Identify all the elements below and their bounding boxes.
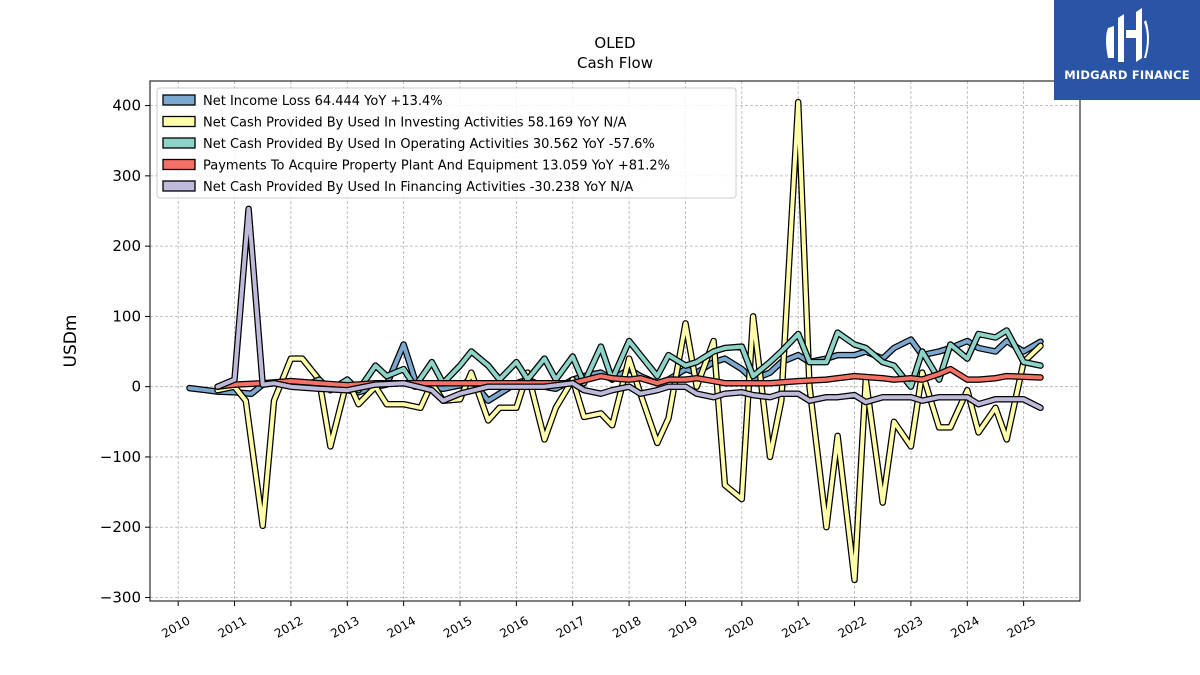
y-axis-ticks: −300 −200 −100 0 100 200 300 400: [100, 97, 150, 606]
y-tick-label: 100: [112, 307, 141, 325]
legend-swatch: [162, 158, 196, 171]
brand-name: MIDGARD FINANCE: [1064, 68, 1190, 82]
x-tick-label: 2019: [667, 613, 700, 640]
legend-box: [156, 87, 737, 199]
legend-swatch: [162, 180, 196, 192]
legend-label: Net Cash Provided By Used In Financing A…: [203, 180, 633, 195]
x-tick-label: 2021: [779, 613, 812, 640]
x-tick-label: 2017: [554, 613, 587, 640]
y-tick-label: 300: [112, 167, 141, 185]
y-tick-label: 200: [112, 237, 141, 255]
legend-swatch: [162, 115, 196, 128]
x-tick-label: 2018: [610, 613, 643, 640]
series-line: [215, 206, 1043, 410]
x-tick-label: 2012: [272, 613, 305, 640]
legend: Net Income Loss 64.444 YoY +13.4% Net Cas…: [156, 87, 737, 199]
chart-title: OLED: [594, 34, 635, 52]
legend-swatch: [162, 137, 196, 149]
y-axis-label: USDm: [61, 315, 81, 368]
legend-label: Payments To Acquire Property Plant And E…: [203, 159, 670, 174]
y-tick-label: 0: [131, 378, 141, 396]
x-tick-label: 2016: [497, 613, 530, 640]
x-tick-label: 2014: [385, 613, 418, 640]
plot-frame: [149, 80, 1081, 602]
x-tick-label: 2015: [441, 613, 474, 640]
legend-label: Net Cash Provided By Used In Operating A…: [203, 137, 655, 152]
x-tick-label: 2010: [159, 613, 192, 640]
x-tick-label: 2020: [723, 613, 756, 640]
x-axis-ticks: 2010 2011 2012 2013 2014 2015 2016 2017 2018 2019…: [159, 601, 1038, 641]
series-lines: [186, 98, 1044, 584]
x-tick-label: 2025: [1005, 613, 1038, 640]
x-tick-label: 2022: [836, 613, 869, 640]
brand-logo-icon: [1106, 8, 1149, 62]
legend-label: Net Cash Provided By Used In Investing A…: [203, 116, 627, 131]
x-tick-label: 2013: [328, 613, 361, 640]
y-tick-label: 400: [112, 97, 141, 115]
x-tick-label: 2011: [216, 613, 249, 640]
x-tick-label: 2024: [948, 613, 981, 640]
brand-logo: MIDGARD FINANCE: [1054, 0, 1200, 100]
series-line: [215, 100, 1043, 582]
y-tick-label: −100: [100, 448, 141, 466]
legend-label: Net Income Loss 64.444 YoY +13.4%: [203, 94, 443, 109]
x-tick-label: 2023: [892, 613, 925, 640]
legend-swatch: [162, 94, 196, 106]
y-tick-label: −200: [100, 518, 141, 536]
y-tick-label: −300: [100, 588, 141, 606]
chart-subtitle: Cash Flow: [577, 54, 653, 72]
